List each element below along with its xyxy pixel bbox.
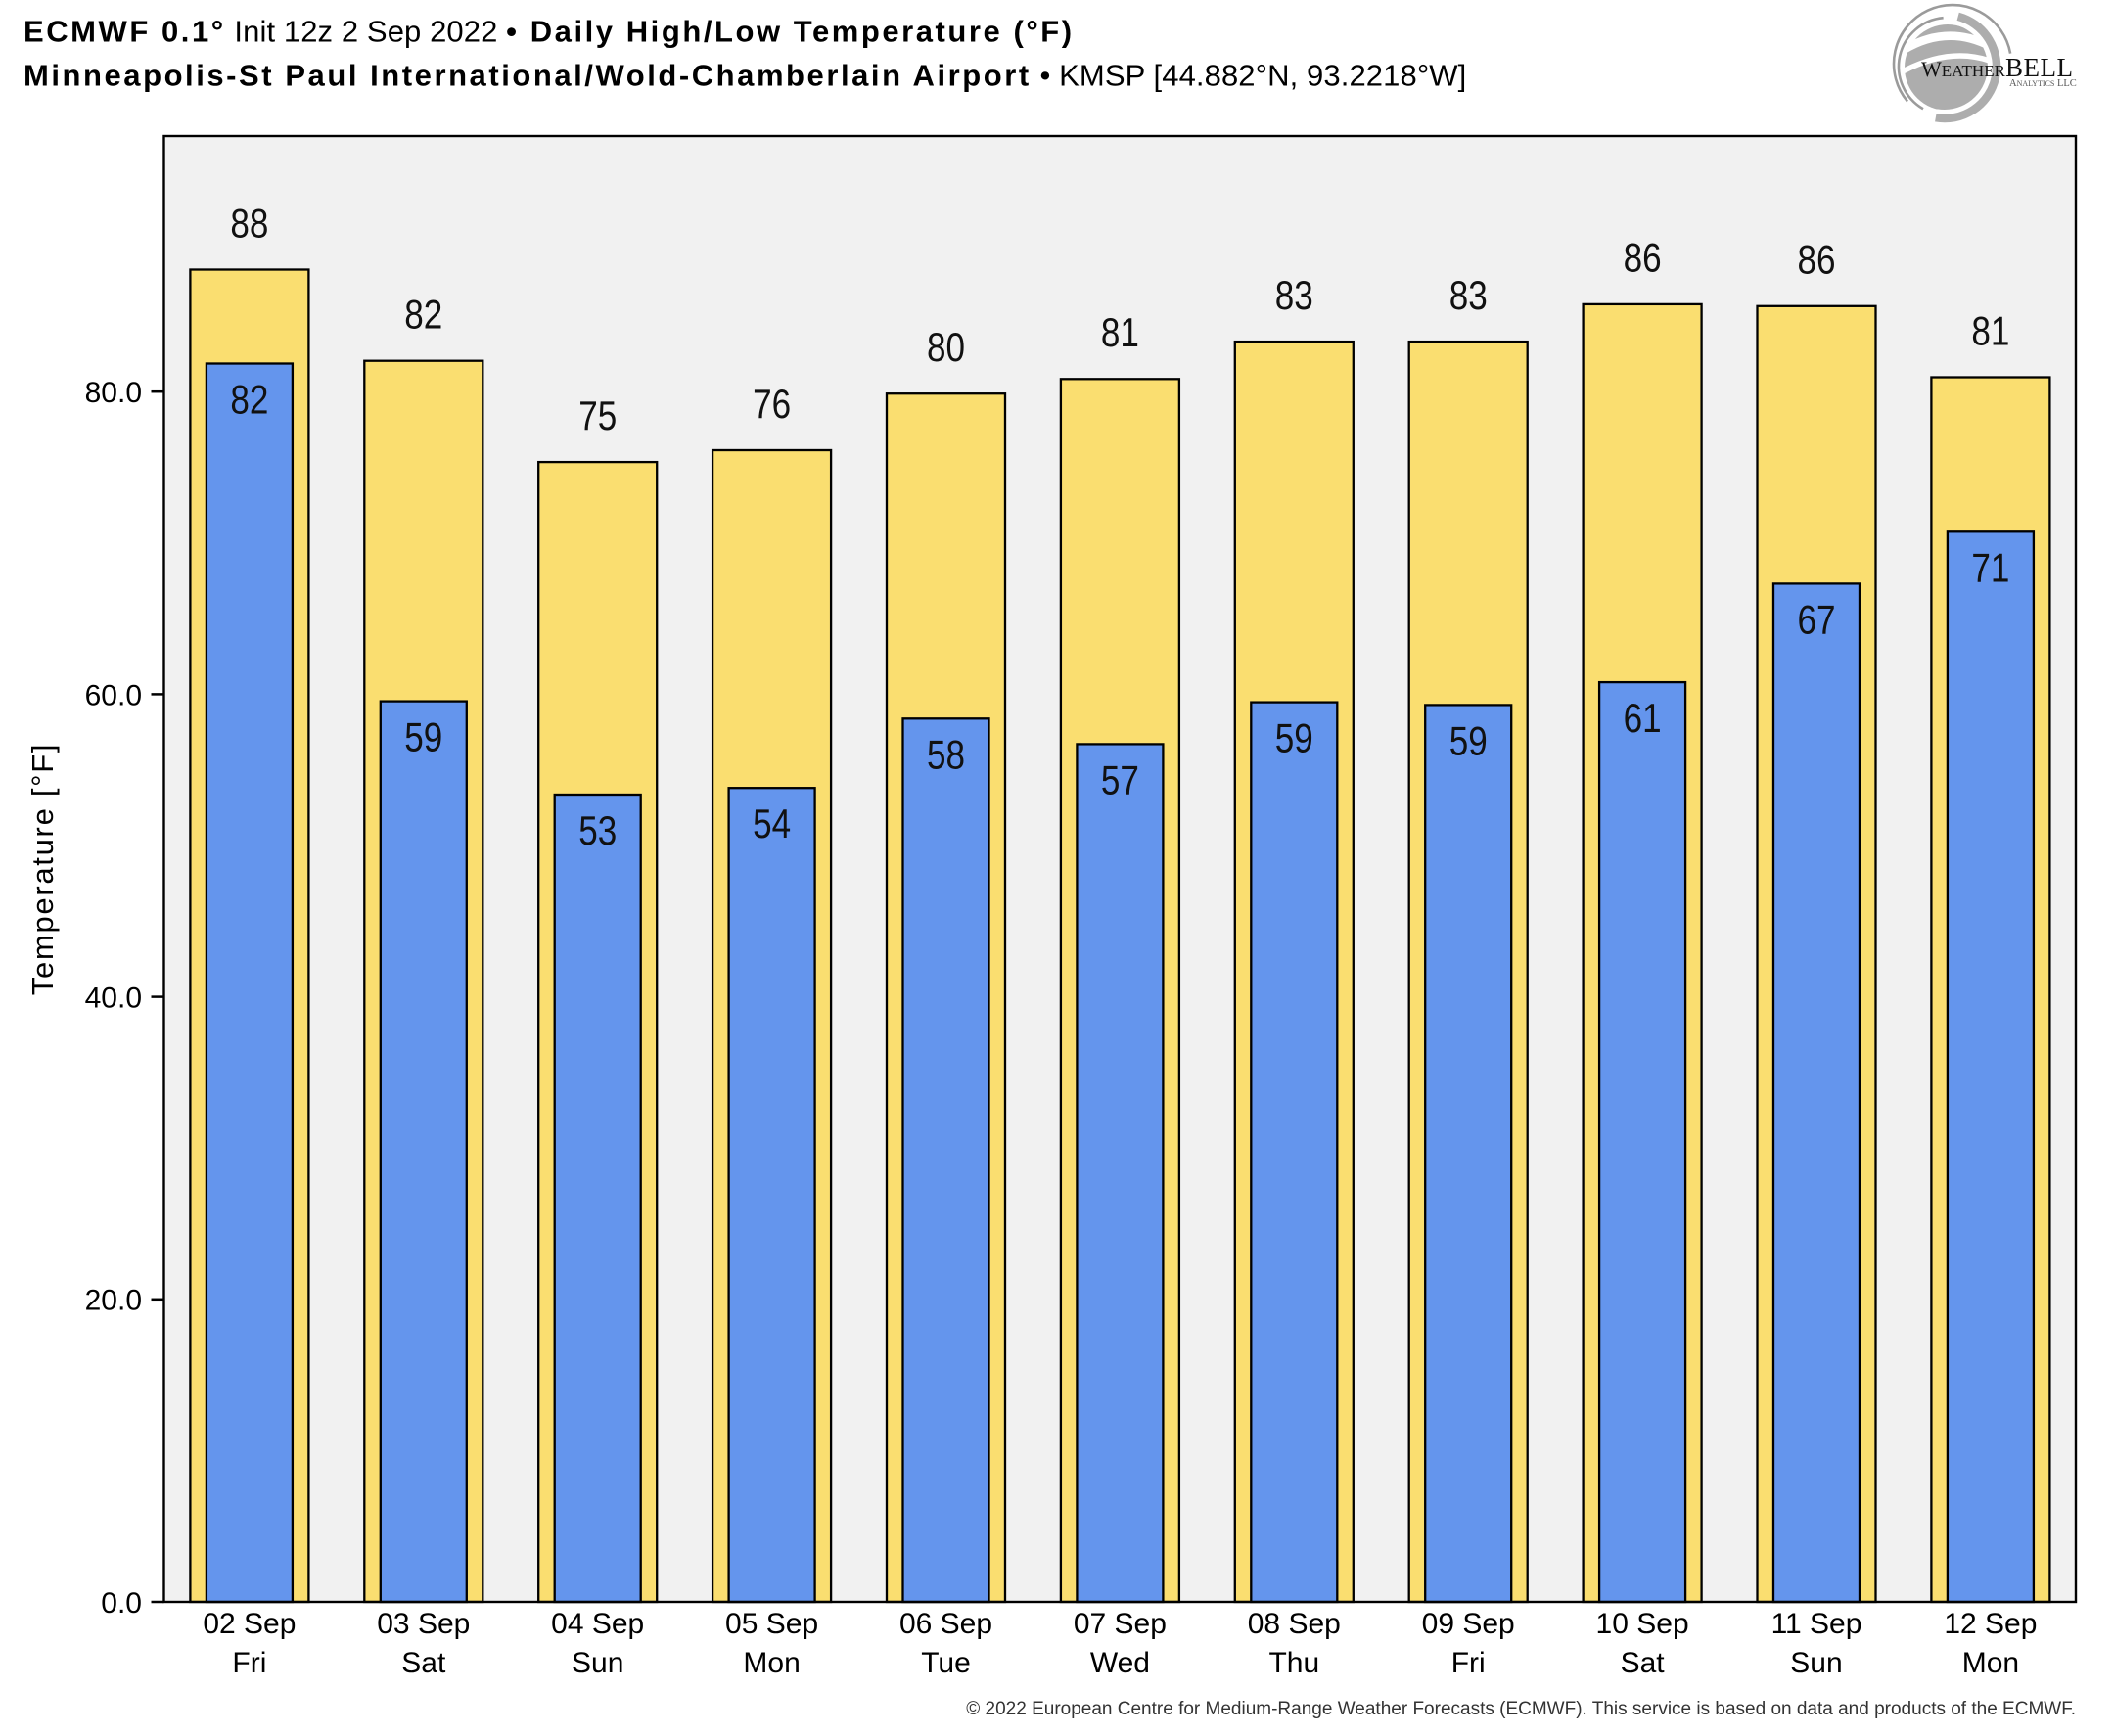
svg-text:03 Sep: 03 Sep <box>377 1608 470 1640</box>
svg-text:40.0: 40.0 <box>85 982 142 1015</box>
svg-text:86: 86 <box>1624 235 1662 281</box>
svg-text:71: 71 <box>1971 544 2009 590</box>
svg-text:57: 57 <box>1101 756 1139 802</box>
svg-text:75: 75 <box>578 392 617 438</box>
svg-text:11 Sep: 11 Sep <box>1771 1608 1862 1640</box>
svg-text:82: 82 <box>230 377 268 423</box>
svg-text:Thu: Thu <box>1268 1647 1319 1679</box>
svg-text:83: 83 <box>1449 272 1488 318</box>
svg-text:80: 80 <box>927 324 965 370</box>
svg-text:Sat: Sat <box>1621 1647 1666 1679</box>
svg-text:0.0: 0.0 <box>101 1587 142 1620</box>
svg-text:58: 58 <box>927 731 965 777</box>
svg-text:81: 81 <box>1101 309 1139 355</box>
svg-text:59: 59 <box>1449 717 1488 763</box>
svg-text:© 2022 European Centre for Med: © 2022 European Centre for Medium-Range … <box>966 1699 2076 1719</box>
svg-text:09 Sep: 09 Sep <box>1422 1608 1515 1640</box>
svg-text:Sun: Sun <box>1790 1647 1842 1679</box>
svg-text:08 Sep: 08 Sep <box>1248 1608 1341 1640</box>
svg-text:Tue: Tue <box>921 1647 971 1679</box>
svg-text:88: 88 <box>230 200 268 246</box>
svg-text:Fri: Fri <box>1451 1647 1486 1679</box>
svg-text:53: 53 <box>578 807 617 853</box>
svg-text:ANALYTICS LLC: ANALYTICS LLC <box>2009 78 2077 89</box>
svg-text:02 Sep: 02 Sep <box>203 1608 296 1640</box>
svg-text:83: 83 <box>1275 272 1313 318</box>
svg-text:82: 82 <box>404 292 442 338</box>
svg-text:04 Sep: 04 Sep <box>551 1608 644 1640</box>
svg-text:20.0: 20.0 <box>85 1285 142 1317</box>
svg-text:76: 76 <box>753 381 791 427</box>
svg-text:Mon: Mon <box>743 1647 800 1679</box>
svg-text:WEATHER: WEATHER <box>1921 57 2006 81</box>
svg-text:Temperature [°F]: Temperature [°F] <box>25 743 60 995</box>
svg-text:54: 54 <box>753 800 791 846</box>
svg-text:05 Sep: 05 Sep <box>725 1608 818 1640</box>
svg-text:Sun: Sun <box>572 1647 623 1679</box>
svg-text:Mon: Mon <box>1962 1647 2019 1679</box>
svg-text:59: 59 <box>404 714 442 760</box>
svg-text:10 Sep: 10 Sep <box>1596 1608 1689 1640</box>
svg-text:ECMWF 0.1° Init 12z 2 Sep 2022: ECMWF 0.1° Init 12z 2 Sep 2022 • Daily H… <box>23 14 1075 48</box>
svg-text:81: 81 <box>1971 307 2009 353</box>
svg-text:67: 67 <box>1798 596 1836 642</box>
svg-text:06 Sep: 06 Sep <box>899 1608 992 1640</box>
svg-text:Wed: Wed <box>1090 1647 1150 1679</box>
svg-text:12 Sep: 12 Sep <box>1944 1608 2037 1640</box>
svg-text:59: 59 <box>1275 715 1313 761</box>
svg-text:BELL: BELL <box>2005 53 2074 82</box>
svg-text:61: 61 <box>1624 695 1662 741</box>
svg-text:60.0: 60.0 <box>85 679 142 711</box>
svg-text:86: 86 <box>1798 237 1836 283</box>
svg-text:Sat: Sat <box>401 1647 446 1679</box>
svg-text:07 Sep: 07 Sep <box>1074 1608 1167 1640</box>
svg-text:Minneapolis-St Paul Internatio: Minneapolis-St Paul International/Wold-C… <box>23 58 1466 92</box>
svg-text:80.0: 80.0 <box>85 377 142 409</box>
svg-text:Fri: Fri <box>232 1647 266 1679</box>
